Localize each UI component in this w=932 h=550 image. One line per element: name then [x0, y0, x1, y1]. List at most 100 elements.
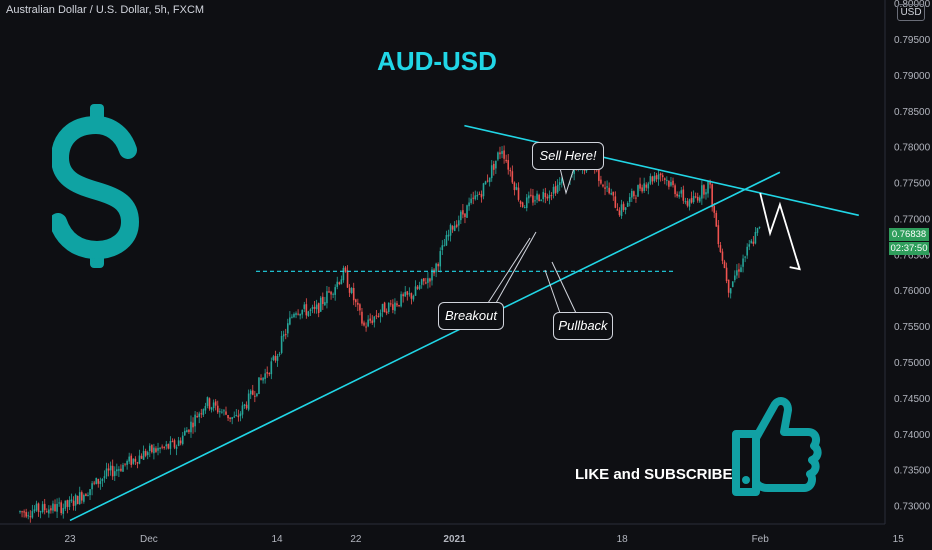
candle-body	[216, 405, 219, 413]
candle-body	[97, 478, 100, 484]
candle-body	[295, 313, 297, 315]
candle-body	[293, 313, 295, 318]
candle-body	[484, 181, 487, 185]
candle-body	[692, 196, 695, 203]
candle-body	[538, 194, 540, 202]
candle-body	[23, 511, 25, 513]
candle-body	[462, 210, 464, 215]
candle-body	[686, 201, 689, 206]
breakout-pointer	[487, 237, 531, 304]
candle-body	[490, 165, 493, 179]
candle-body	[76, 495, 79, 505]
candle-body	[499, 152, 501, 155]
price-tick-label: 0.73000	[894, 502, 931, 513]
candle-body	[120, 468, 122, 471]
candle-body	[41, 504, 44, 513]
currency-badge[interactable]: USD	[897, 4, 925, 21]
candle-body	[136, 462, 139, 464]
candle-body	[447, 234, 450, 237]
candle-body	[647, 183, 650, 189]
candle-body	[307, 311, 310, 317]
candle-body	[635, 197, 637, 199]
candle-body	[326, 291, 328, 304]
candle-body	[330, 291, 332, 295]
candle-body	[414, 286, 417, 296]
candle-body	[33, 509, 36, 512]
candle-body	[637, 185, 639, 197]
candle-body	[445, 235, 448, 246]
candle-body	[344, 267, 347, 272]
candle-body	[214, 401, 217, 406]
candle-body	[377, 316, 380, 318]
candle-body	[354, 299, 357, 303]
candle-body	[243, 404, 246, 406]
candle-body	[633, 191, 635, 197]
price-tick-label: 0.79500	[894, 35, 931, 46]
candle-body	[280, 335, 283, 353]
candle-body	[87, 495, 89, 497]
candle-body	[536, 193, 538, 200]
candle-body	[299, 314, 301, 316]
candle-body	[385, 311, 388, 314]
candle-body	[497, 152, 499, 160]
candle-body	[513, 182, 516, 191]
candle-body	[221, 411, 223, 413]
candle-body	[464, 213, 466, 218]
candle-body	[45, 511, 48, 513]
breakout-callout: Breakout	[438, 302, 504, 330]
candle-body	[208, 398, 211, 409]
candle-body	[78, 492, 81, 504]
candle-body	[455, 224, 458, 227]
candle-body	[707, 181, 709, 194]
candle-body	[392, 304, 394, 310]
candle-body	[721, 251, 724, 261]
candle-body	[544, 192, 547, 198]
candle-body	[91, 483, 93, 490]
candle-body	[173, 440, 176, 448]
candle-body	[184, 430, 186, 436]
candle-body	[144, 450, 147, 456]
candle-body	[758, 226, 761, 228]
candle-body	[754, 231, 757, 244]
candle-body	[680, 190, 683, 194]
candle-body	[517, 187, 520, 200]
candle-body	[387, 302, 390, 312]
candle-body	[540, 199, 542, 201]
candle-body	[474, 195, 477, 200]
dollar-sign-icon	[52, 104, 140, 268]
candle-body	[190, 421, 192, 433]
candle-body	[655, 175, 658, 180]
candle-body	[287, 323, 289, 334]
candle-body	[282, 334, 285, 337]
candle-body	[736, 270, 738, 276]
candle-body	[618, 210, 621, 216]
candle-body	[398, 305, 400, 307]
candle-body	[153, 447, 155, 454]
trendline	[464, 124, 859, 217]
candle-body	[503, 150, 505, 159]
candle-body	[74, 495, 77, 506]
candle-body	[171, 441, 174, 443]
pullback-pointer	[551, 261, 577, 314]
time-tick-label: Feb	[752, 534, 770, 545]
pullback-callout: Pullback	[553, 312, 613, 340]
candle-body	[62, 508, 65, 514]
candle-body	[363, 322, 365, 326]
candle-body	[530, 194, 532, 196]
candle-body	[274, 355, 277, 361]
candle-body	[151, 444, 153, 453]
candle-body	[188, 429, 190, 433]
candle-body	[179, 440, 182, 444]
candle-body	[83, 494, 85, 502]
candle-body	[649, 176, 652, 184]
candle-body	[204, 406, 207, 411]
candle-body	[324, 302, 326, 306]
projection-path	[759, 192, 801, 270]
candle-body	[278, 353, 281, 355]
candle-body	[270, 361, 273, 375]
candle-body	[406, 291, 409, 295]
candle-body	[396, 303, 398, 306]
candle-body	[107, 468, 110, 471]
